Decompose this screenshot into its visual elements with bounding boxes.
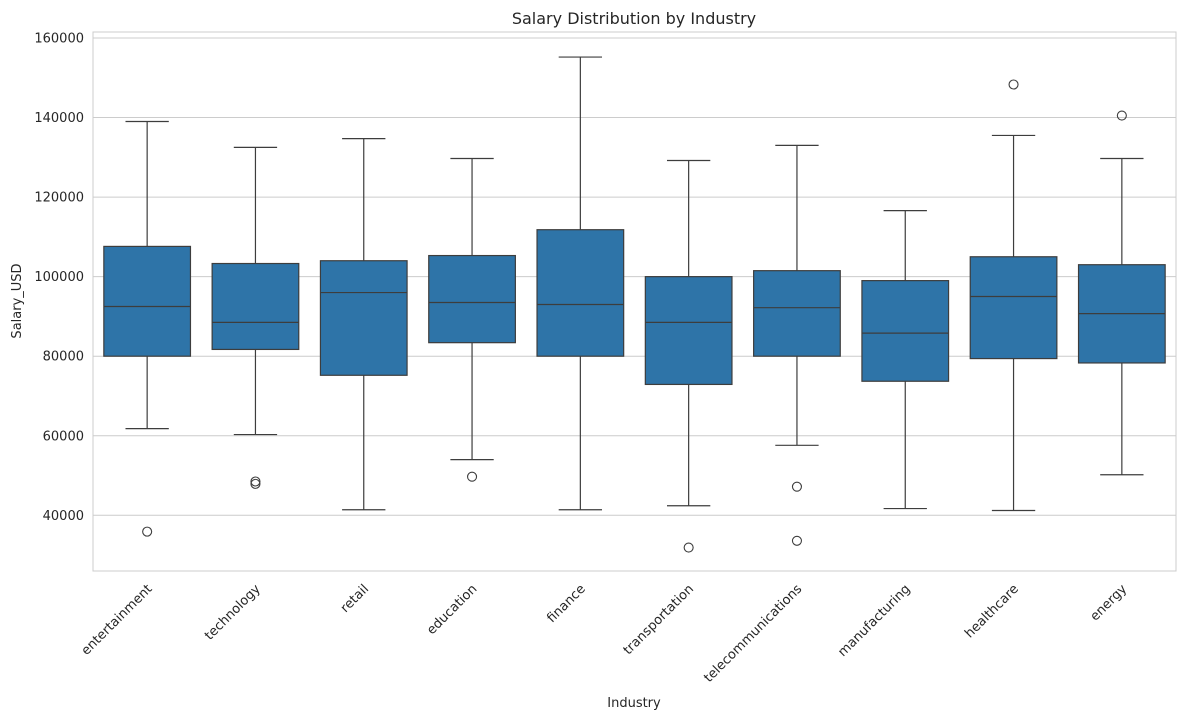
box-iqr [644,276,733,386]
x-tick-label: manufacturing [835,582,913,660]
y-tick-label: 160000 [34,31,84,46]
x-tick-label: technology [202,582,264,644]
outlier-point [1116,110,1127,121]
box-iqr [211,262,300,351]
box-iqr [428,254,516,344]
x-tick-label: finance [544,582,588,626]
y-tick-label: 60000 [43,429,84,444]
outlier-point [250,478,261,489]
y-tick-label: 40000 [43,509,84,524]
box-group-technology [211,146,300,489]
box-group-finance [536,56,625,511]
box-iqr [969,256,1058,360]
outlier-point [142,526,153,537]
y-tick-labels: 40000 60000 80000 100000 120000 140000 160000 [34,31,84,523]
box-layer [103,56,1166,553]
box-group-healthcare [969,79,1058,512]
y-tick-label: 100000 [34,270,84,285]
outlier-point [791,535,803,546]
y-tick-label: 140000 [34,111,84,126]
box-group-education [428,157,516,482]
box-iqr [753,270,841,357]
x-tick-labels: entertainment technology retail education fi… [79,582,1131,686]
box-iqr [861,280,950,382]
outlier-point [1008,79,1019,90]
box-group-retail [319,138,408,511]
x-tick-label: transportation [621,582,697,658]
y-tick-label: 120000 [34,191,84,206]
x-axis-title: Industry [607,696,661,711]
box-group-energy [1077,110,1166,476]
x-tick-label: retail [338,582,372,616]
box-group-telecommunications [753,144,841,546]
box-group-manufacturing [861,210,950,510]
outlier-point [791,481,803,492]
x-tick-label: energy [1088,582,1131,625]
outlier-point [250,476,261,487]
plot-frame [92,31,1177,572]
y-axis-title: Salary_USD [10,263,25,338]
box-group-transportation [644,159,733,553]
x-tick-label: education [424,582,480,638]
y-tick-label: 80000 [43,350,84,365]
x-tick-label: healthcare [962,582,1022,642]
x-tick-label: telecommunications [701,582,805,686]
box-iqr [536,229,625,357]
outlier-point [466,471,478,482]
x-tick-label: entertainment [79,582,156,659]
box-iqr [103,245,192,357]
outlier-point [683,542,694,553]
box-group-entertainment [103,120,192,537]
box-iqr [319,260,408,376]
chart-title: Salary Distribution by Industry [512,9,756,28]
